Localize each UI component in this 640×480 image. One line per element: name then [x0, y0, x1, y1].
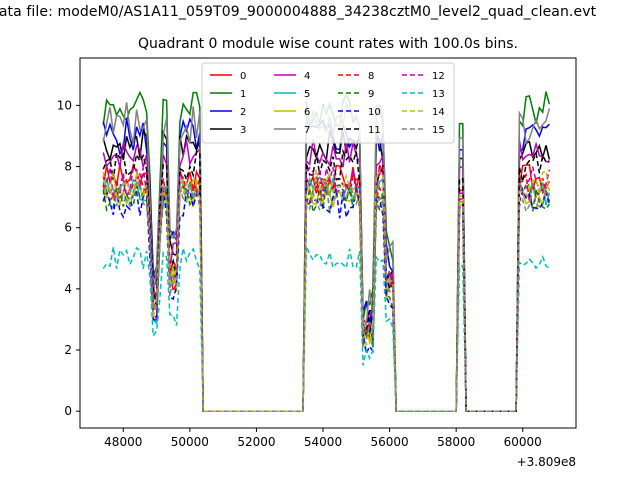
- y-tick-label: 4: [64, 282, 72, 296]
- legend-label-1: 1: [240, 89, 246, 100]
- y-tick-label: 0: [64, 404, 72, 418]
- legend-frame: [201, 62, 455, 144]
- plot-lines: [102, 90, 551, 412]
- legend-label-11: 11: [368, 125, 381, 136]
- x-axis-ticks: 48000 50000 52000 54000 56000 58000 60000: [104, 428, 542, 449]
- x-tick-label: 54000: [304, 435, 342, 449]
- legend-label-9: 9: [368, 89, 374, 100]
- legend-label-8: 8: [368, 71, 374, 82]
- axes-frame: [79, 57, 577, 429]
- legend-label-12: 12: [432, 71, 445, 82]
- x-tick-label: 48000: [104, 435, 142, 449]
- legend-label-7: 7: [304, 125, 310, 136]
- series-line-12: [102, 166, 551, 412]
- legend-label-14: 14: [432, 107, 445, 118]
- legend-label-4: 4: [304, 71, 310, 82]
- x-tick-label: 52000: [237, 435, 275, 449]
- legend-label-2: 2: [240, 107, 246, 118]
- legend-label-5: 5: [304, 89, 310, 100]
- legend-label-6: 6: [304, 107, 310, 118]
- x-tick-label: 60000: [504, 435, 542, 449]
- y-tick-label: 10: [57, 98, 72, 112]
- x-tick-label: 56000: [370, 435, 408, 449]
- x-tick-label: 58000: [437, 435, 475, 449]
- x-axis-offset-label: +3.809e8: [517, 455, 576, 469]
- legend-label-13: 13: [432, 89, 445, 100]
- legend-label-3: 3: [240, 125, 246, 136]
- x-tick-label: 50000: [171, 435, 209, 449]
- legend-label-0: 0: [240, 71, 246, 82]
- figure-suptitle: Data file: modeM0/AS1A11_059T09_90000048…: [0, 4, 597, 20]
- y-tick-label: 8: [64, 160, 72, 174]
- y-axis-ticks: 0 2 4 6 8 10: [57, 98, 80, 418]
- y-tick-label: 6: [64, 221, 72, 235]
- legend-label-15: 15: [432, 125, 445, 136]
- series-line-15: [102, 180, 551, 412]
- chart-title: Quadrant 0 module wise count rates with …: [138, 36, 518, 52]
- legend-label-10: 10: [368, 107, 381, 118]
- y-tick-label: 2: [64, 343, 72, 357]
